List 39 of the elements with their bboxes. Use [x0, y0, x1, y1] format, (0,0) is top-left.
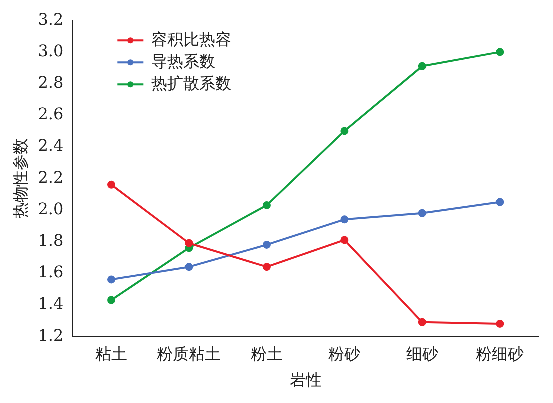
legend-label: 容积比热容: [152, 30, 232, 49]
point: [496, 198, 504, 206]
point: [496, 320, 504, 328]
y-tick-label: 3.2: [38, 10, 64, 29]
point: [108, 296, 116, 304]
y-tick-label: 2.6: [38, 104, 64, 124]
y-axis-title: 热物性参数: [10, 138, 30, 219]
x-tick-label: 粉砂: [328, 344, 361, 364]
y-tick-label: 1.4: [38, 294, 64, 314]
point: [262, 240, 271, 249]
x-tick-label: 细砂: [406, 344, 438, 364]
point: [418, 62, 426, 70]
point: [262, 263, 271, 272]
point: [340, 216, 349, 224]
x-tick-label: 粉土: [250, 344, 283, 364]
point: [340, 127, 349, 136]
x-tick-label: 粉细砂: [476, 344, 524, 364]
point: [418, 209, 426, 218]
x-axis-title: 岩性: [290, 370, 322, 390]
y-tick-label: 1.8: [38, 230, 64, 250]
point: [108, 276, 116, 284]
point: [496, 48, 504, 56]
legend-label: 导热系数: [152, 52, 216, 71]
y-tick-label: 3.0: [38, 41, 64, 60]
y-tick-label: 2.2: [38, 168, 64, 187]
x-tick-label: 粘土: [96, 344, 128, 364]
x-tick-label: 粉质粘土: [157, 344, 222, 364]
legend-label: 热扩散系数: [152, 74, 232, 93]
point: [418, 318, 426, 326]
point: [108, 180, 116, 189]
point: [340, 236, 349, 244]
point: [185, 239, 194, 248]
point: [262, 201, 271, 210]
y-tick-label: 2.4: [38, 136, 64, 156]
y-tick-label: 1.6: [38, 262, 64, 282]
point: [185, 263, 194, 272]
y-tick-label: 2.0: [38, 199, 64, 218]
y-tick-label: 2.8: [38, 72, 64, 92]
y-tick-label: 1.2: [38, 326, 64, 345]
